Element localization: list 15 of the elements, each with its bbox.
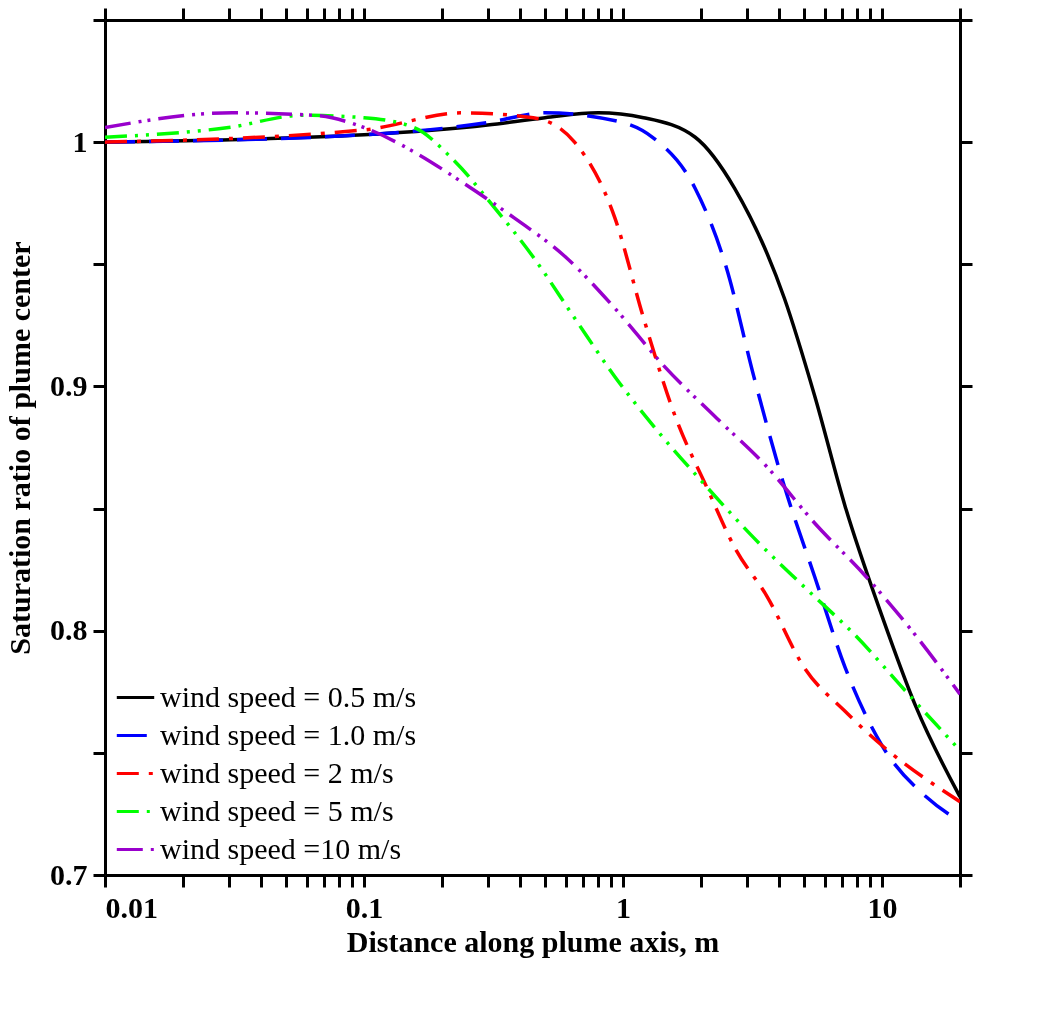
x-tick-label: 10	[867, 890, 898, 924]
y-tick-label: 1	[72, 124, 88, 158]
x-tick-label: 0.1	[345, 890, 384, 924]
x-axis-title: Distance along plume axis, m	[346, 924, 720, 958]
x-tick-label: 1	[616, 890, 632, 924]
y-tick-label: 0.9	[50, 368, 88, 402]
legend-label: wind speed = 1.0 m/s	[160, 717, 417, 751]
legend-label: wind speed = 5 m/s	[160, 793, 394, 827]
legend-label: wind speed = 0.5 m/s	[160, 679, 417, 713]
x-tick-label: 0.01	[105, 890, 158, 924]
y-tick-label: 0.8	[50, 613, 88, 647]
y-axis-title: Saturation ratio of plume center	[3, 241, 36, 655]
legend-label: wind speed = 2 m/s	[160, 755, 394, 789]
y-tick-label: 0.7	[50, 857, 88, 891]
legend-label: wind speed =10 m/s	[160, 831, 402, 865]
